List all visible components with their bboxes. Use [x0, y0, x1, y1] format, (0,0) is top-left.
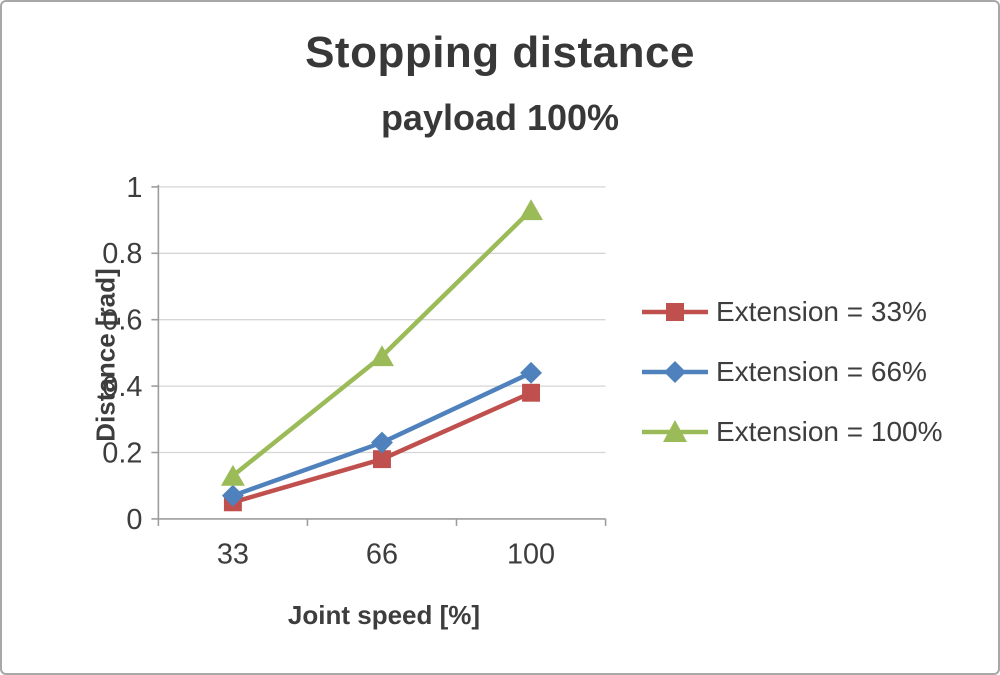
- legend-item: Extension = 66%: [642, 342, 943, 402]
- legend-label: Extension = 33%: [716, 296, 927, 327]
- legend-item: Extension = 33%: [642, 282, 943, 342]
- svg-text:0.4: 0.4: [102, 371, 142, 403]
- legend-marker-triangle-icon: [642, 420, 708, 442]
- legend-marker-diamond-icon: [642, 361, 708, 383]
- svg-text:1: 1: [126, 172, 142, 204]
- legend-label: Extension = 66%: [716, 356, 927, 387]
- x-axis-title: Joint speed [%]: [287, 600, 481, 630]
- y-axis-title: Distance [rad]: [90, 268, 121, 442]
- legend-item: Extension = 100%: [642, 402, 943, 462]
- svg-text:0: 0: [126, 504, 142, 536]
- svg-text:0.2: 0.2: [102, 437, 142, 469]
- legend-marker-square-icon: [642, 303, 708, 321]
- svg-text:0.6: 0.6: [102, 305, 142, 337]
- svg-text:66: 66: [366, 539, 398, 571]
- svg-text:100: 100: [507, 539, 555, 571]
- legend: Extension = 33% Extension = 66% Extensio…: [642, 282, 943, 462]
- svg-text:0.8: 0.8: [102, 238, 142, 270]
- chart-subtitle: payload 100%: [380, 97, 620, 138]
- legend-label: Extension = 100%: [716, 416, 943, 447]
- svg-text:33: 33: [217, 539, 249, 571]
- chart-title: Stopping distance: [305, 28, 695, 77]
